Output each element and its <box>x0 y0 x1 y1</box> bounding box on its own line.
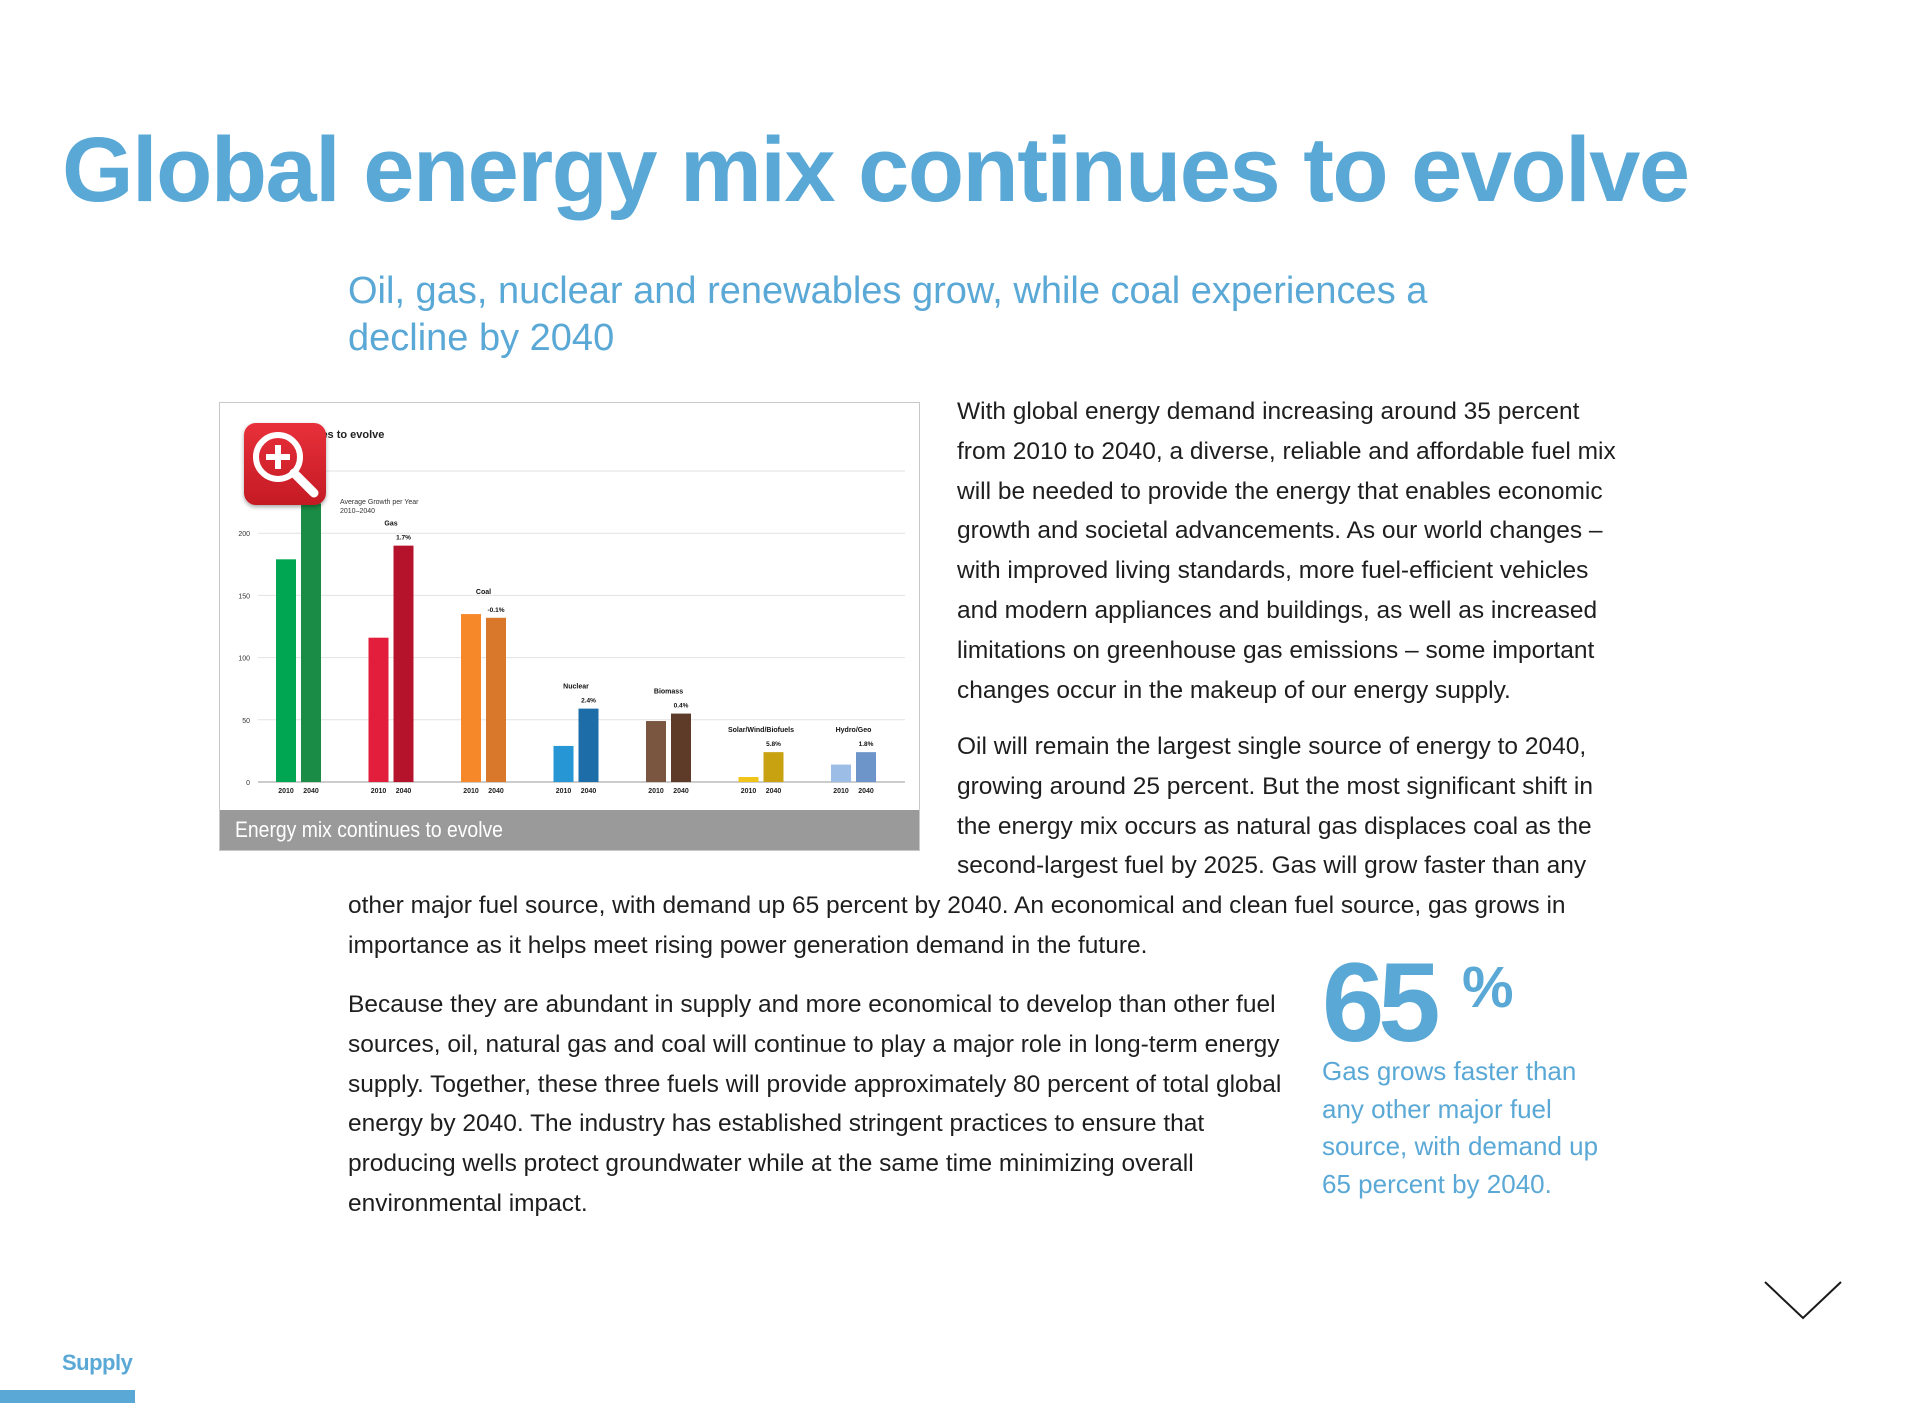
x-tick-label: 2010 <box>741 788 757 795</box>
group-label: Coal <box>476 589 491 596</box>
growth-label: 5.8% <box>766 741 781 748</box>
legend-note-years: 2010–2040 <box>340 508 375 515</box>
figure-caption: Energy mix continues to evolve <box>235 817 503 842</box>
growth-label: 1.7% <box>396 535 411 542</box>
chart-title: nues to evolve <box>308 429 385 441</box>
bar-hydro-geo-2040 <box>856 752 876 782</box>
y-tick-label: 0 <box>246 780 250 787</box>
x-tick-label: 2010 <box>556 788 572 795</box>
bar-hydro-geo-2010 <box>831 764 851 782</box>
x-tick-label: 2010 <box>371 788 387 795</box>
y-tick-label: 50 <box>242 718 250 725</box>
bar-coal-2010 <box>461 614 481 782</box>
stat-number: 65 <box>1322 940 1441 1065</box>
bar-nuclear-2010 <box>553 745 574 782</box>
bar-solar-wind-biofuels-2010 <box>738 777 759 782</box>
bar-solar-wind-biofuels-2040 <box>763 752 784 782</box>
bar-nuclear-2040 <box>578 708 599 782</box>
next-page-arrow-icon[interactable] <box>1763 1280 1843 1322</box>
x-tick-label: 2040 <box>396 788 412 795</box>
stat-percent-sign: % <box>1462 955 1514 1020</box>
growth-label: 0.4% <box>674 703 689 710</box>
x-tick-label: 2040 <box>303 788 319 795</box>
group-label: Nuclear <box>563 684 589 691</box>
x-tick-label: 2040 <box>766 788 782 795</box>
bar-biomass-2010 <box>646 721 666 782</box>
growth-label: 2.4% <box>581 698 596 705</box>
x-tick-label: 2010 <box>833 788 849 795</box>
figure-caption-bar: Energy mix continues to evolve <box>220 810 919 850</box>
zoom-in-icon <box>253 432 319 498</box>
energy-mix-figure[interactable]: 0 50 100 150 200 Average Growth per Year 2010–… <box>219 402 920 851</box>
x-tick-label: 2040 <box>858 788 874 795</box>
x-tick-label: 2010 <box>278 788 294 795</box>
group-label: Gas <box>384 521 397 528</box>
paragraph-2-end: other major fuel source, with demand up … <box>348 892 1566 959</box>
x-tick-label: 2040 <box>488 788 504 795</box>
bar-gas-2040 <box>393 545 414 782</box>
zoom-button[interactable] <box>244 423 326 505</box>
section-indicator-bar <box>0 1390 135 1403</box>
x-tick-label: 2040 <box>673 788 689 795</box>
bar-coal-2040 <box>486 617 506 782</box>
growth-label: -0.1% <box>488 607 505 614</box>
x-tick-label: 2040 <box>581 788 597 795</box>
group-label: Biomass <box>654 689 683 696</box>
stat-description: Gas grows faster than any other major fu… <box>1322 1056 1599 1199</box>
bar-biomass-2040 <box>671 713 691 782</box>
paragraph-2-start: Oil will remain the largest single sourc… <box>957 733 1593 880</box>
page-subtitle: Oil, gas, nuclear and renewables grow, w… <box>348 270 1428 359</box>
bar-oil-2040 <box>301 503 321 782</box>
y-tick-label: 150 <box>238 593 250 600</box>
paragraph-1: With global energy demand increasing aro… <box>957 398 1616 704</box>
energy-mix-chart: 0 50 100 150 200 Average Growth per Year 2010–… <box>238 470 905 795</box>
legend-note: Average Growth per Year <box>340 499 419 506</box>
group-label: Solar/Wind/Biofuels <box>728 727 794 734</box>
x-tick-label: 2010 <box>648 788 664 795</box>
growth-label: 1.8% <box>859 741 874 748</box>
bar-gas-2010 <box>368 637 389 782</box>
section-label[interactable]: Supply <box>62 1350 133 1375</box>
y-tick-label: 100 <box>238 656 250 663</box>
x-tick-label: 2010 <box>463 788 479 795</box>
group-label: Hydro/Geo <box>836 727 872 734</box>
paragraph-3: Because they are abundant in supply and … <box>348 991 1282 1217</box>
bar-oil-2010 <box>276 559 296 782</box>
y-tick-label: 200 <box>238 531 250 538</box>
page-title: Global energy mix continues to evolve <box>62 119 1690 221</box>
